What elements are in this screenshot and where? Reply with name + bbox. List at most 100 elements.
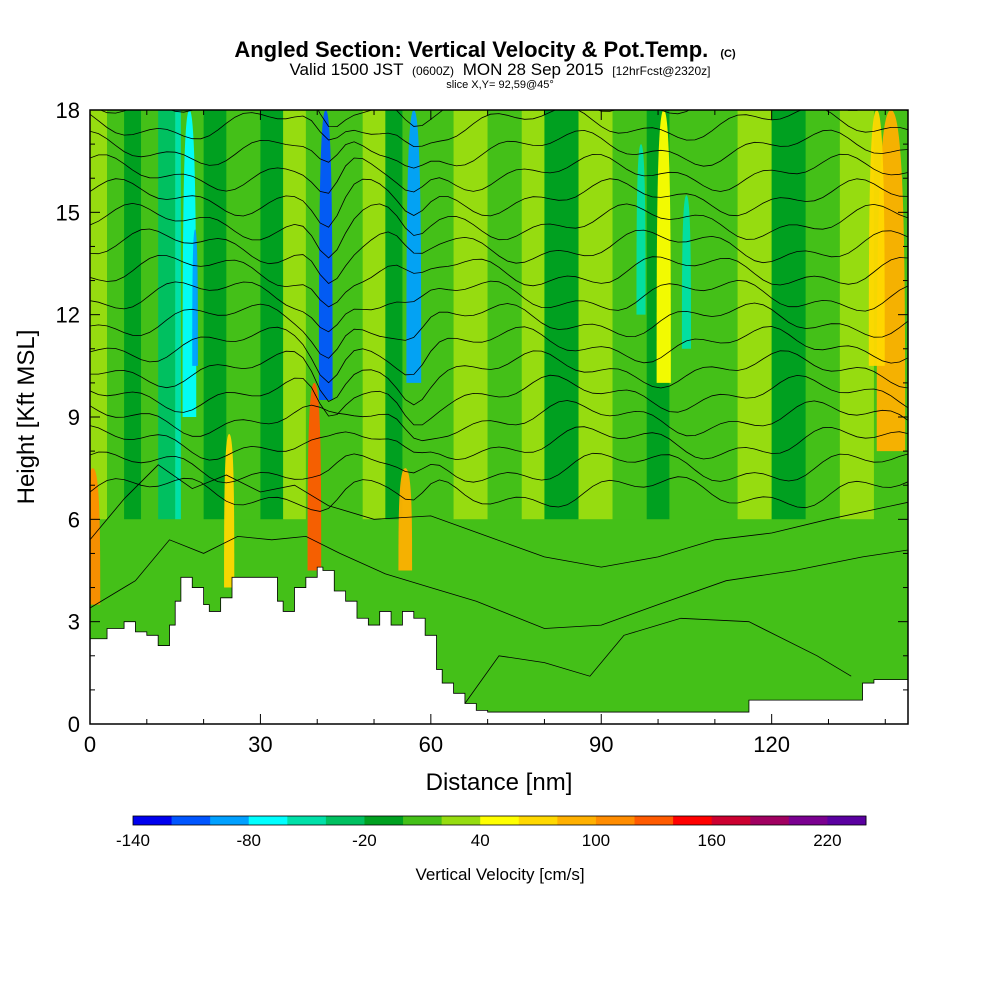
velocity-band [805, 110, 840, 520]
velocity-band [260, 110, 284, 520]
velocity-band [283, 110, 306, 520]
x-tick-label: 30 [248, 732, 272, 757]
colorbar-swatch [673, 816, 713, 825]
isentrope-line [90, 153, 908, 194]
colorbar-tick-label: 160 [697, 831, 725, 850]
y-tick-label: 0 [68, 712, 80, 737]
isentrope-line [90, 326, 908, 384]
isentrope-line [90, 302, 908, 359]
colorbar-swatch [827, 816, 867, 825]
colorbar-swatch [711, 816, 751, 825]
velocity-band [737, 110, 772, 520]
x-axis-title: Distance [nm] [426, 769, 573, 796]
x-tick-label: 90 [589, 732, 613, 757]
y-tick-label: 18 [56, 98, 80, 123]
velocity-band [771, 110, 806, 520]
velocity-band [578, 110, 613, 520]
updraft-column [224, 434, 235, 588]
isentrope-line [90, 350, 908, 406]
velocity-band [544, 110, 579, 520]
isentrope-line [90, 476, 908, 512]
velocity-band [339, 110, 363, 520]
x-axis: 0 30 60 90 120 [84, 110, 886, 757]
colorbar-tick-label: 40 [471, 831, 490, 850]
colorbar-tick-label: -140 [116, 831, 150, 850]
isentrope-line [90, 400, 908, 442]
colorbar-swatch [595, 816, 636, 825]
y-tick-label: 6 [68, 507, 80, 532]
colorbar-swatch [557, 816, 597, 825]
velocity-band [385, 110, 403, 520]
velocity-band [141, 110, 159, 520]
subtitle-zulu: (0600Z) [412, 64, 454, 78]
colorbar-swatch [518, 816, 558, 825]
y-tick-label: 3 [68, 610, 80, 635]
colorbar-tick-label: -80 [236, 831, 261, 850]
colorbar-swatch [788, 816, 828, 825]
velocity-band [362, 110, 386, 520]
isentrope-line [90, 129, 908, 169]
velocity-band [612, 110, 636, 520]
subtitle-date: MON 28 Sep 2015 [463, 60, 604, 79]
y-axis-title: Height [Kft MSL] [13, 330, 40, 505]
velocity-band [521, 110, 545, 520]
velocity-band [158, 110, 176, 520]
terrain-profile [90, 566, 908, 724]
velocity-band [430, 110, 454, 520]
downdraft-column [636, 144, 646, 315]
velocity-band [703, 110, 738, 520]
isentrope-line [90, 254, 908, 308]
isentrope-line [90, 178, 908, 228]
colorbar-swatch [441, 816, 481, 825]
y-tick-label: 15 [56, 200, 80, 225]
chart-subtitle: Valid 1500 JST (0600Z) MON 28 Sep 2015 [… [289, 60, 710, 79]
colorbar-swatch [750, 816, 790, 825]
colorbar-title: Vertical Velocity [cm/s] [415, 865, 584, 884]
x-tick-label: 0 [84, 732, 96, 757]
isentrope-line [90, 202, 908, 259]
colorbar-swatch [133, 816, 173, 825]
colorbar-swatch [634, 816, 674, 825]
y-tick-label: 12 [56, 303, 80, 328]
colorbar-swatch [403, 816, 443, 825]
velocity-band [124, 110, 142, 520]
chart-title-mark: (C) [720, 48, 736, 60]
chart-title-text: Angled Section: Vertical Velocity & Pot.… [234, 37, 708, 62]
updraft-column [90, 468, 101, 605]
x-tick-label: 120 [753, 732, 790, 757]
downdraft-column [681, 195, 692, 349]
chart-title: Angled Section: Vertical Velocity & Pot.… [234, 37, 736, 62]
subtitle-forecast: [12hrFcst@2320z] [612, 64, 710, 78]
isentrope-line [90, 228, 908, 285]
y-axis: 0 3 6 9 12 15 18 [56, 98, 908, 737]
isentrope-line [90, 425, 908, 461]
isentrope-contours [90, 110, 908, 704]
colorbar-swatch [287, 816, 327, 825]
updraft-column [656, 110, 671, 383]
velocity-columns [90, 110, 906, 605]
colorbar-tick-label: 220 [813, 831, 841, 850]
colorbar: -140 -80 -20 40 100 160 220 [116, 815, 867, 850]
velocity-band [237, 110, 261, 520]
colorbar-swatch [325, 816, 365, 825]
updraft-column [868, 110, 885, 366]
isentrope-line [90, 464, 908, 568]
isentrope-line [90, 535, 908, 629]
colorbar-swatch [171, 816, 211, 825]
downdraft-column [192, 229, 198, 366]
velocity-band [839, 110, 874, 520]
colorbar-swatch [248, 816, 288, 825]
plot-area [90, 110, 908, 724]
colorbar-swatch [210, 816, 250, 825]
updraft-column [398, 468, 413, 571]
subtitle-valid: Valid 1500 JST [289, 60, 403, 79]
velocity-band [487, 110, 522, 520]
isentrope-line [464, 617, 852, 704]
isentrope-line [90, 279, 908, 333]
isentrope-line [90, 451, 908, 484]
downdraft-column [406, 110, 422, 383]
colorbar-frame [132, 815, 867, 826]
terrain-layer [90, 566, 908, 724]
velocity-band [175, 110, 181, 520]
